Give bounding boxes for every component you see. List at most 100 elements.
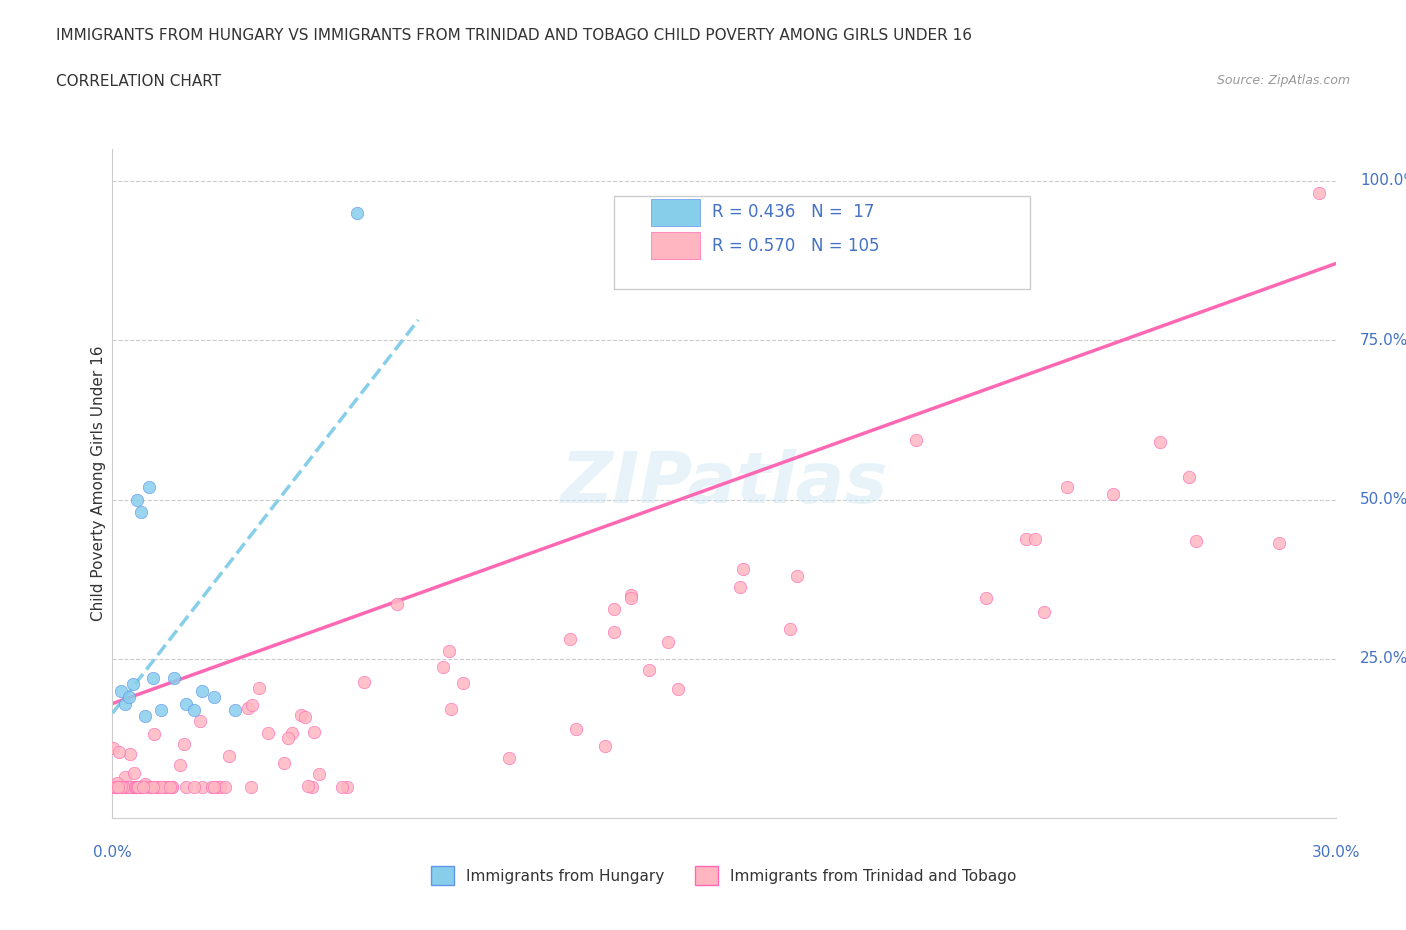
Point (190, 779, 212, 794)
Point (290, 708, 312, 723)
Point (160, 779, 183, 794)
Point (121, 779, 143, 794)
Text: 50.0%: 50.0% (1360, 492, 1406, 507)
Text: 0.0%: 0.0% (93, 845, 132, 860)
Point (128, 779, 150, 794)
Point (114, 769, 136, 784)
Point (786, 568, 808, 583)
Point (346, 206, 368, 220)
Point (142, 671, 165, 685)
Point (191, 684, 214, 698)
Text: IMMIGRANTS FROM HUNGARY VS IMMIGRANTS FROM TRINIDAD AND TOBAGO CHILD POVERTY AMO: IMMIGRANTS FROM HUNGARY VS IMMIGRANTS FR… (56, 28, 972, 43)
Point (1032, 604, 1054, 619)
Text: 75.0%: 75.0% (1360, 333, 1406, 348)
Bar (651, 199, 700, 226)
Point (437, 644, 460, 658)
Text: CORRELATION CHART: CORRELATION CHART (56, 74, 221, 89)
Point (657, 634, 679, 649)
Point (387, 597, 409, 612)
Point (1308, 186, 1330, 201)
Point (139, 779, 162, 794)
Point (779, 622, 801, 637)
Point (257, 725, 280, 740)
Point (118, 690, 141, 705)
Point (159, 779, 181, 794)
Text: ZIPatlas: ZIPatlas (561, 449, 887, 518)
Point (1178, 470, 1201, 485)
Point (202, 779, 225, 794)
Point (149, 779, 172, 794)
Point (124, 779, 146, 794)
Point (107, 779, 129, 794)
Point (118, 779, 141, 794)
Point (125, 779, 148, 794)
Point (105, 779, 128, 794)
Point (620, 587, 643, 602)
Point (204, 690, 226, 705)
Point (620, 591, 643, 605)
Point (304, 724, 326, 739)
Point (733, 562, 755, 577)
Point (207, 779, 229, 794)
Point (146, 779, 169, 794)
Point (110, 684, 132, 698)
Point (183, 779, 205, 794)
Point (224, 702, 246, 717)
Point (297, 778, 319, 793)
Point (214, 779, 236, 794)
Point (134, 777, 156, 791)
Point (565, 722, 588, 737)
Point (273, 756, 295, 771)
Point (108, 779, 131, 794)
Point (110, 779, 132, 794)
Point (129, 779, 152, 794)
Point (1149, 435, 1171, 450)
Point (1056, 479, 1078, 494)
Point (1268, 536, 1291, 551)
Text: R = 0.436   N =  17: R = 0.436 N = 17 (711, 204, 875, 221)
Point (146, 779, 169, 794)
Text: R = 0.570   N = 105: R = 0.570 N = 105 (711, 237, 879, 255)
Point (142, 779, 165, 794)
Point (1024, 532, 1046, 547)
Point (728, 579, 751, 594)
Point (122, 765, 145, 780)
Point (153, 779, 176, 794)
Point (905, 432, 928, 447)
Point (105, 776, 128, 790)
Text: Source: ZipAtlas.com: Source: ZipAtlas.com (1216, 74, 1350, 87)
Point (308, 766, 330, 781)
Point (142, 727, 165, 742)
Point (169, 758, 191, 773)
Point (451, 675, 474, 690)
Point (236, 700, 259, 715)
Point (117, 779, 139, 794)
Point (218, 749, 240, 764)
Point (112, 779, 135, 794)
Point (173, 737, 195, 751)
Point (637, 662, 659, 677)
Point (174, 779, 197, 794)
Text: 100.0%: 100.0% (1360, 173, 1406, 188)
Point (294, 709, 316, 724)
Point (155, 779, 177, 794)
Point (120, 747, 142, 762)
Point (125, 492, 148, 507)
Point (101, 741, 124, 756)
Point (209, 779, 232, 794)
Point (174, 697, 197, 711)
Point (105, 779, 128, 794)
Point (301, 779, 323, 794)
Point (1184, 533, 1206, 548)
Point (141, 779, 163, 794)
Point (163, 671, 186, 685)
Point (974, 591, 997, 605)
Legend: Immigrants from Hungary, Immigrants from Trinidad and Tobago: Immigrants from Hungary, Immigrants from… (425, 860, 1024, 891)
Point (330, 779, 353, 794)
Point (138, 479, 160, 494)
Point (104, 779, 127, 794)
Point (498, 751, 520, 765)
Point (114, 697, 136, 711)
Point (560, 631, 582, 646)
Y-axis label: Child Poverty Among Girls Under 16: Child Poverty Among Girls Under 16 (90, 346, 105, 621)
